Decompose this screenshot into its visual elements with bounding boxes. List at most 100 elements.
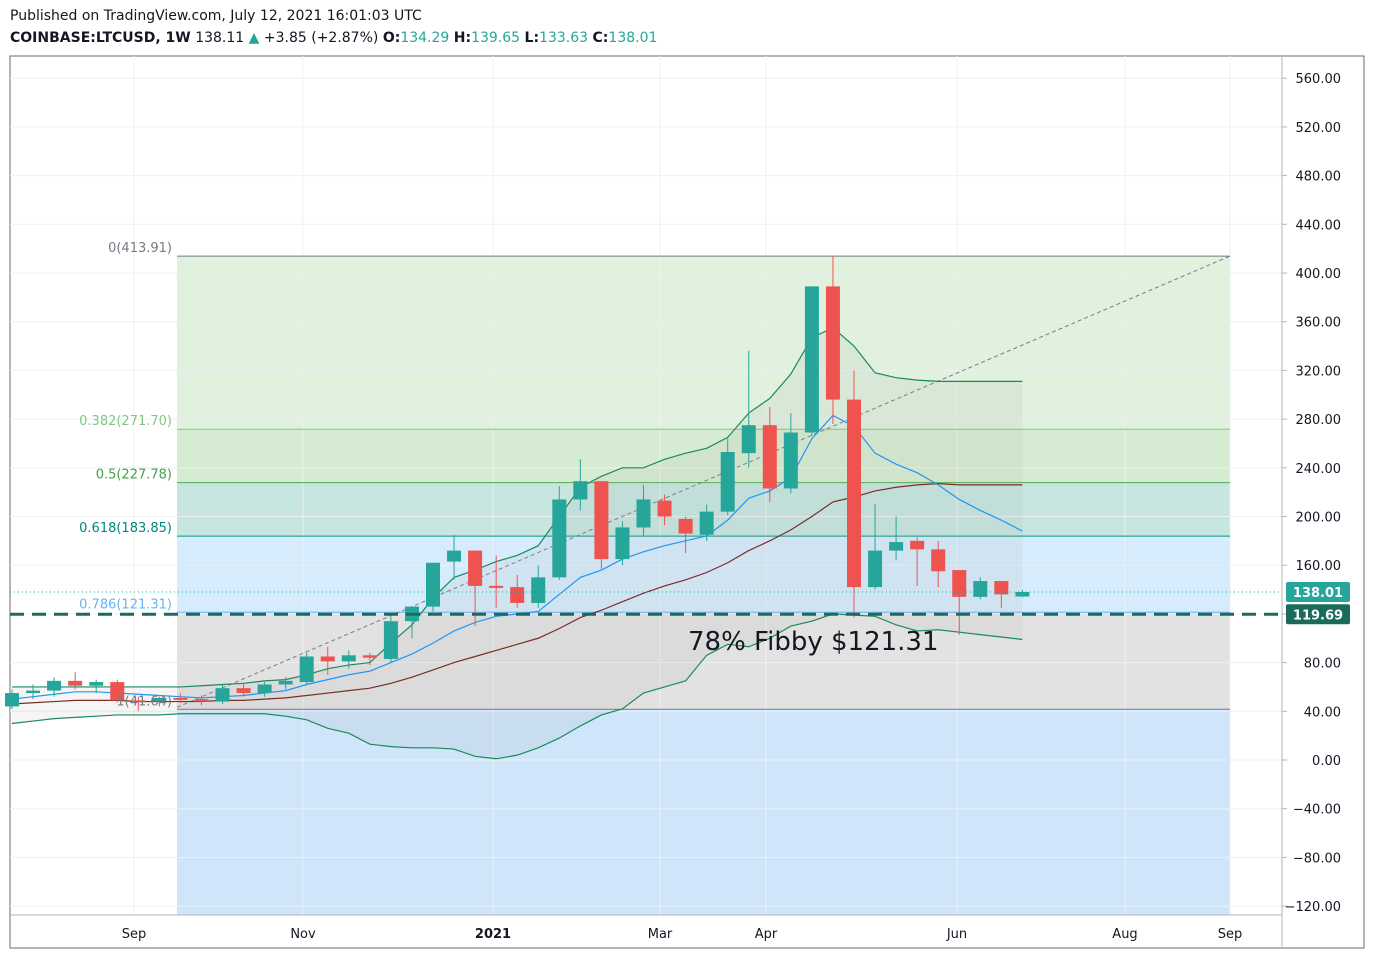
price-tick-label: 400.00 [1296,267,1342,282]
fib-level-label: 0.382(271.70) [79,414,172,429]
candle-body [531,577,546,603]
price-tick-label: 0.00 [1312,754,1341,769]
last-price-tag: 138.01 [1293,586,1343,601]
annotation-text: 78% Fibby $121.31 [688,627,939,657]
price-change: +3.85 (+2.87%) [263,30,379,46]
candle-body [447,550,462,562]
time-axis-label: Sep [122,927,147,942]
price-tick-label: 480.00 [1296,170,1342,185]
candle-body [720,451,735,512]
candle-body [552,499,567,578]
fib-trend-line [176,255,1231,708]
support-price-tag-bg [1286,604,1350,625]
candle-body [110,682,125,701]
symbol-info-bar: COINBASE:LTCUSD, 1W 138.11 ▲ +3.85 (+2.8… [10,30,657,46]
candle-body [426,562,440,607]
symbol-label: COINBASE:LTCUSD, 1W [10,30,191,46]
fib-zone [177,536,1230,613]
candle-body [678,518,693,534]
time-axis-label: Mar [648,927,673,942]
band-upper-line [12,327,1023,688]
candle-body [741,425,756,454]
candle-body [931,549,946,572]
fib-level-label: 0.786(121.31) [79,597,172,612]
close-label: C: [592,30,609,46]
candle-body [657,500,672,517]
candle-body [1015,591,1030,597]
candle-body [257,684,272,694]
candle-body [383,621,398,659]
candle-body [868,550,883,588]
time-axis-label: Aug [1112,927,1137,942]
price-tick-label: 80.00 [1304,657,1341,672]
low-value: 133.63 [539,30,589,46]
price-tick-label: −40.00 [1293,803,1341,818]
candle-body [573,481,588,500]
fib-zone [177,429,1230,483]
high-label: H: [453,30,472,46]
candle-body [699,511,714,535]
publish-info: Published on TradingView.com, July 12, 2… [10,8,422,24]
candle-body [825,286,840,400]
fib-level-label: 0(413.91) [108,241,172,256]
candle-body [762,425,777,489]
candle-body [68,680,83,686]
candle-body [341,655,356,662]
candle-body [952,570,967,597]
price-tick-label: 520.00 [1296,121,1342,136]
triangle-up-icon: ▲ [248,30,260,46]
time-axis-label: 2021 [475,927,511,942]
candle-body [5,693,19,707]
fib-level-label: 1(41.64) [116,694,172,709]
candle-body [362,655,377,658]
candle-body [615,527,630,560]
candle-body [489,585,504,588]
last-price: 138.11 [195,30,245,46]
candle-body [173,697,188,700]
candle-body [594,481,609,560]
candle-body [783,432,798,489]
price-tick-label: 360.00 [1296,316,1342,331]
price-tick-label: 560.00 [1296,72,1342,87]
support-price-tag: 119.69 [1293,608,1343,623]
candle-body [215,688,230,702]
fib-zone-extension [177,709,1230,915]
time-axis-label: Nov [290,927,316,942]
close-value: 138.01 [608,30,658,46]
candle-body [468,550,483,586]
price-tick-label: 440.00 [1296,218,1342,233]
candle-body [994,581,1009,595]
high-value: 139.65 [471,30,521,46]
time-axis-label: Apr [755,927,778,942]
price-tick-label: 160.00 [1296,559,1342,574]
open-label: O: [382,30,401,46]
candle-body [131,700,146,703]
price-tick-label: 280.00 [1296,413,1342,428]
candle-body [278,680,293,685]
candle-body [804,286,819,433]
price-tick-label: 240.00 [1296,462,1342,477]
candle-body [889,542,904,551]
price-tick-label: −120.00 [1285,900,1341,915]
candle-body [320,656,335,662]
fib-zone [177,256,1230,430]
low-label: L: [524,30,540,46]
candle-body [152,697,167,702]
candle-body [89,682,104,686]
price-tick-label: 320.00 [1296,364,1342,379]
candle-body [910,540,925,550]
time-axis-label: Jun [946,927,967,942]
candle-body [194,699,209,702]
candle-body [236,688,251,694]
candle-body [510,587,525,603]
candle-body [47,680,62,691]
fib-level-label: 0.618(183.85) [79,521,172,536]
open-value: 134.29 [400,30,450,46]
candle-body [973,581,988,597]
price-tick-label: 40.00 [1304,705,1341,720]
last-price-tag-bg [1286,581,1350,602]
time-axis-label: Sep [1218,927,1243,942]
candle-body [636,499,651,528]
candle-body [299,656,314,683]
